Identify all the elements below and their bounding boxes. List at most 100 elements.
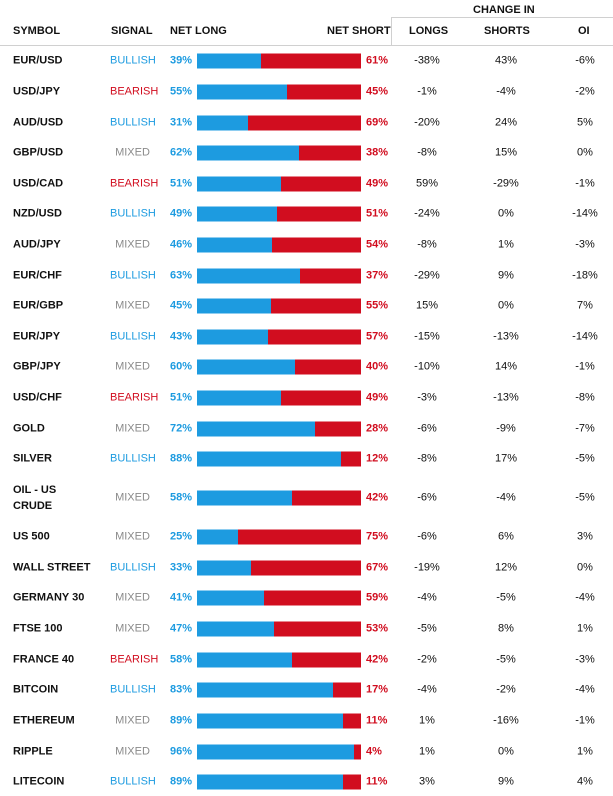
- signal-label: BEARISH: [110, 177, 159, 189]
- symbol-link[interactable]: ETHEREUM: [13, 714, 75, 726]
- table-row[interactable]: SILVER BULLISH 88% 12% -8% 17% -5%: [0, 444, 613, 474]
- net-long-value: 25%: [170, 530, 193, 542]
- table-row[interactable]: US 500 MIXED 25% 75% -6% 6% 3%: [0, 521, 613, 552]
- table-row[interactable]: OIL - US CRUDE MIXED 58% 42% -6% -4% -5%: [0, 474, 613, 521]
- symbol-link[interactable]: US 500: [13, 530, 50, 542]
- signal-label: BEARISH: [110, 653, 159, 665]
- symbol-link[interactable]: WALL STREET: [13, 561, 91, 573]
- net-long-fill: [197, 451, 342, 467]
- table-row[interactable]: BITCOIN BULLISH 83% 17% -4% -2% -4%: [0, 675, 613, 705]
- header-longs[interactable]: LONGS: [409, 25, 449, 37]
- header-oi[interactable]: OI: [578, 25, 590, 37]
- table-row[interactable]: WALL STREET BULLISH 33% 67% -19% 12% 0%: [0, 552, 613, 583]
- net-short-value: 17%: [366, 683, 389, 696]
- table-row[interactable]: FTSE 100 MIXED 47% 53% -5% 8% 1%: [0, 613, 613, 644]
- change-oi: 1%: [577, 745, 593, 757]
- change-longs: 15%: [415, 299, 439, 312]
- table-row[interactable]: ETHEREUM MIXED 89% 11% 1% -16% -1%: [0, 705, 613, 736]
- symbol-link[interactable]: LITECOIN: [13, 775, 65, 787]
- net-long-value: 63%: [170, 269, 193, 281]
- symbol-link[interactable]: AUD/JPY: [13, 238, 61, 250]
- signal-label: MIXED: [115, 491, 150, 503]
- change-shorts: -5%: [496, 653, 516, 665]
- net-short-value: 53%: [366, 622, 389, 634]
- change-shorts: -5%: [496, 591, 516, 604]
- symbol-link[interactable]: GOLD: [13, 422, 45, 434]
- symbol-link[interactable]: SILVER: [13, 452, 52, 465]
- net-long-value: 89%: [170, 714, 193, 726]
- symbol-link[interactable]: OIL - US CRUDE: [13, 483, 57, 512]
- symbol-link[interactable]: EUR/USD: [13, 54, 63, 67]
- symbol-link[interactable]: AUD/USD: [13, 116, 64, 128]
- symbol-link[interactable]: USD/JPY: [13, 85, 61, 97]
- net-long-fill: [197, 206, 278, 222]
- change-shorts: 0%: [498, 299, 514, 312]
- symbol-link[interactable]: USD/CAD: [13, 177, 64, 189]
- net-long-fill: [197, 359, 296, 375]
- change-longs: -38%: [414, 54, 440, 67]
- symbol-link[interactable]: USD/CHF: [13, 391, 62, 403]
- table-row[interactable]: AUD/JPY MIXED 46% 54% -8% 1% -3%: [0, 229, 613, 260]
- table-row[interactable]: EUR/JPY BULLISH 43% 57% -15% -13% -14%: [0, 321, 613, 352]
- symbol-link[interactable]: GBP/JPY: [13, 360, 61, 373]
- table-row[interactable]: USD/CAD BEARISH 51% 49% 59% -29% -1%: [0, 168, 613, 199]
- symbol-link[interactable]: GBP/USD: [13, 146, 64, 159]
- symbol-link[interactable]: RIPPLE: [13, 745, 53, 757]
- net-long-fill: [197, 560, 252, 575]
- net-short-value: 11%: [366, 714, 388, 726]
- header-symbol[interactable]: SYMBOL: [13, 25, 61, 37]
- table-row[interactable]: NZD/USD BULLISH 49% 51% -24% 0% -14%: [0, 199, 613, 229]
- symbol-link[interactable]: FRANCE 40: [13, 653, 75, 665]
- sentiment-bar: [197, 490, 361, 505]
- sentiment-bar: [197, 206, 361, 222]
- net-long-value: 51%: [170, 177, 193, 189]
- change-shorts: 6%: [498, 530, 514, 542]
- net-long-value: 58%: [170, 653, 193, 665]
- table-row[interactable]: EUR/GBP MIXED 45% 55% 15% 0% 7%: [0, 291, 613, 321]
- header-signal[interactable]: SIGNAL: [111, 25, 153, 37]
- change-shorts: -16%: [493, 714, 519, 726]
- table-row[interactable]: USD/JPY BEARISH 55% 45% -1% -4% -2%: [0, 76, 613, 107]
- net-long-fill: [197, 774, 343, 789]
- signal-label: BEARISH: [110, 85, 159, 97]
- header-net-long[interactable]: NET LONG: [170, 25, 227, 37]
- change-shorts: 0%: [498, 207, 514, 220]
- net-short-value: 28%: [366, 422, 389, 434]
- table-row[interactable]: GBP/USD MIXED 62% 38% -8% 15% 0%: [0, 138, 613, 168]
- signal-label: MIXED: [115, 591, 150, 604]
- signal-label: MIXED: [115, 422, 150, 434]
- net-long-value: 47%: [170, 622, 193, 634]
- net-long-fill: [197, 237, 273, 252]
- sentiment-bar: [197, 451, 361, 467]
- change-shorts: 43%: [494, 54, 518, 67]
- table-row[interactable]: GERMANY 30 MIXED 41% 59% -4% -5% -4%: [0, 583, 613, 613]
- net-long-fill: [197, 621, 275, 636]
- table-row[interactable]: GOLD MIXED 72% 28% -6% -9% -7%: [0, 413, 613, 444]
- net-long-value: 60%: [170, 360, 193, 373]
- symbol-link[interactable]: FTSE 100: [13, 622, 63, 634]
- change-longs: -8%: [417, 146, 437, 159]
- sentiment-bar: [197, 560, 361, 575]
- table-row[interactable]: USD/CHF BEARISH 51% 49% -3% -13% -8%: [0, 382, 613, 413]
- signal-label: MIXED: [115, 622, 150, 634]
- table-row[interactable]: FRANCE 40 BEARISH 58% 42% -2% -5% -3%: [0, 644, 613, 675]
- table-row[interactable]: GBP/JPY MIXED 60% 40% -10% 14% -1%: [0, 352, 613, 382]
- symbol-link[interactable]: GERMANY 30: [13, 591, 85, 604]
- net-long-value: 62%: [170, 146, 193, 159]
- table-row[interactable]: EUR/USD BULLISH 39% 61% -38% 43% -6%: [0, 46, 613, 76]
- sentiment-bar: [197, 84, 361, 99]
- sentiment-bar: [197, 268, 361, 283]
- net-long-value: 31%: [170, 116, 193, 128]
- change-longs: 1%: [419, 745, 435, 757]
- header-net-short[interactable]: NET SHORT: [327, 25, 391, 37]
- symbol-link[interactable]: EUR/JPY: [13, 330, 61, 342]
- symbol-link[interactable]: EUR/CHF: [13, 269, 62, 281]
- table-row[interactable]: LITECOIN BULLISH 89% 11% 3% 9% 4%: [0, 767, 613, 796]
- symbol-link[interactable]: EUR/GBP: [13, 299, 64, 312]
- symbol-link[interactable]: NZD/USD: [13, 207, 62, 220]
- table-row[interactable]: AUD/USD BULLISH 31% 69% -20% 24% 5%: [0, 107, 613, 138]
- table-row[interactable]: RIPPLE MIXED 96% 4% 1% 0% 1%: [0, 736, 613, 767]
- symbol-link[interactable]: BITCOIN: [13, 683, 59, 696]
- table-row[interactable]: EUR/CHF BULLISH 63% 37% -29% 9% -18%: [0, 260, 613, 291]
- header-shorts[interactable]: SHORTS: [484, 25, 530, 37]
